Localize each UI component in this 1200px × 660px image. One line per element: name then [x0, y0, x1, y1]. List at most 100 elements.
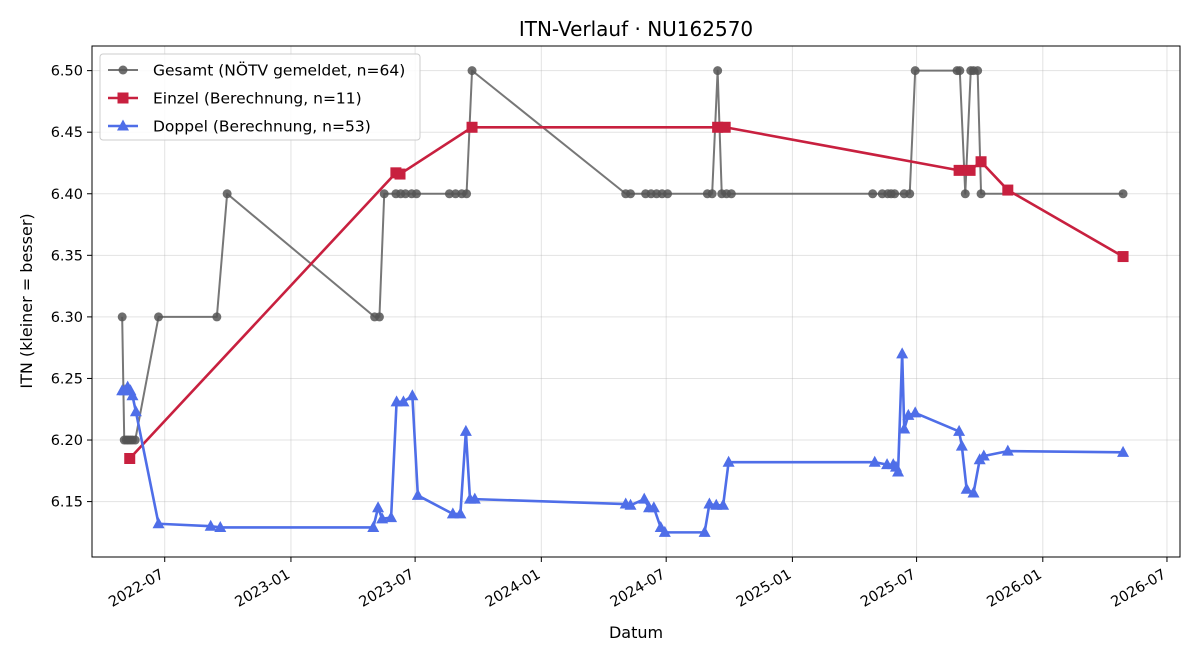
data-point — [868, 455, 881, 467]
data-point — [444, 189, 454, 199]
data-point — [892, 465, 905, 477]
grid-lines — [92, 46, 1180, 557]
data-point — [964, 164, 976, 176]
y-tick-label: 6.15 — [51, 495, 83, 511]
data-point — [898, 422, 911, 434]
data-point — [397, 395, 410, 407]
series-square — [124, 121, 1129, 464]
series-layer — [116, 66, 1130, 537]
series-circle — [117, 66, 1128, 445]
data-point — [719, 121, 731, 133]
data-point — [130, 435, 140, 445]
data-point — [367, 520, 380, 532]
data-point — [960, 189, 970, 199]
data-point — [212, 312, 222, 322]
data-point — [129, 405, 142, 417]
data-point — [626, 189, 636, 199]
data-point — [1117, 445, 1130, 457]
data-point — [411, 189, 421, 199]
x-tick-label: 2023-07 — [357, 567, 417, 611]
x-tick-label: 2026-07 — [1108, 567, 1168, 611]
legend-marker — [118, 65, 128, 75]
data-point — [385, 511, 398, 523]
data-point — [638, 492, 651, 504]
data-point — [394, 168, 406, 180]
x-tick-label: 2025-01 — [734, 567, 794, 611]
x-axis: 2022-07 2023-01 2023-07 2024-01 2024-07 2025-… — [106, 557, 1169, 611]
data-point — [372, 501, 385, 513]
chart-title: ITN-Verlauf · NU162570 — [519, 17, 753, 41]
data-point — [707, 189, 717, 199]
data-point — [214, 520, 227, 532]
data-point — [154, 312, 164, 322]
data-point — [953, 424, 966, 436]
x-tick-label: 2023-01 — [232, 567, 292, 611]
data-point — [454, 507, 467, 519]
series-line — [128, 125, 1124, 460]
legend-entry-label: Gesamt (NÖTV gemeldet, n=64) — [153, 61, 405, 80]
data-point — [890, 189, 900, 199]
data-point — [462, 189, 472, 199]
data-point — [905, 189, 915, 199]
legend-entry-label: Einzel (Berechnung, n=11) — [153, 90, 362, 108]
data-point — [896, 347, 909, 359]
data-point — [909, 406, 922, 418]
x-tick-label: 2025-07 — [858, 567, 918, 611]
data-point — [726, 189, 736, 199]
data-point — [967, 486, 980, 498]
data-point — [124, 452, 136, 464]
x-tick-label: 2026-01 — [984, 567, 1044, 611]
data-point — [222, 189, 232, 199]
data-point — [647, 501, 660, 513]
data-point — [374, 312, 384, 322]
y-tick-label: 6.40 — [51, 187, 83, 203]
y-tick-label: 6.30 — [51, 310, 83, 326]
legend-marker — [117, 92, 129, 104]
data-point — [717, 498, 730, 510]
data-point — [713, 66, 723, 76]
legend-marker — [117, 119, 129, 131]
data-point — [868, 189, 878, 199]
data-point — [1002, 184, 1014, 196]
data-point — [1001, 444, 1014, 456]
data-point — [1118, 189, 1128, 199]
data-point — [379, 189, 389, 199]
data-point — [977, 449, 990, 461]
data-point — [976, 189, 986, 199]
data-point — [663, 189, 673, 199]
data-point — [467, 66, 477, 76]
data-point — [955, 439, 968, 451]
legend-entry-label: Doppel (Berechnung, n=53) — [153, 118, 371, 136]
data-point — [376, 512, 389, 524]
data-point — [698, 525, 711, 537]
legend: Gesamt (NÖTV gemeldet, n=64) Einzel (Bere… — [99, 53, 421, 141]
data-point — [953, 164, 965, 176]
data-point — [973, 66, 983, 76]
x-tick-label: 2022-07 — [106, 567, 166, 611]
y-axis-label: ITN (kleiner = besser) — [17, 213, 36, 388]
data-point — [960, 482, 973, 494]
data-point — [401, 189, 411, 199]
data-point — [117, 312, 127, 322]
data-point — [451, 189, 461, 199]
legend-box — [99, 53, 421, 141]
data-point — [658, 525, 671, 537]
data-point — [152, 517, 165, 529]
data-point — [411, 488, 424, 500]
data-point — [466, 121, 478, 133]
x-tick-label: 2024-01 — [483, 567, 543, 611]
y-tick-label: 6.35 — [51, 248, 83, 264]
data-point — [703, 497, 716, 509]
y-tick-label: 6.20 — [51, 433, 83, 449]
y-axis: 6.15 6.20 6.25 6.30 6.35 6.40 6.45 6.50 — [51, 64, 92, 511]
data-point — [955, 66, 965, 76]
data-point — [468, 492, 481, 504]
x-tick-label: 2024-07 — [608, 567, 668, 611]
data-point — [459, 424, 472, 436]
data-point — [712, 121, 724, 133]
data-point — [446, 507, 459, 519]
data-point — [1117, 251, 1129, 263]
y-tick-label: 6.45 — [51, 125, 83, 141]
data-point — [204, 519, 217, 531]
